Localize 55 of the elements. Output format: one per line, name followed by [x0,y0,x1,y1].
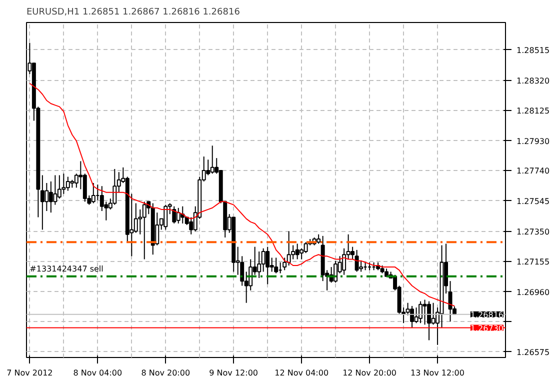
candlestick [172,206,176,224]
chart-title: EURUSD,H1 1.26851 1.26867 1.26816 1.26816 [26,8,240,18]
candlestick [410,305,414,328]
x-tick-label: 13 Nov 12:00 [410,368,464,378]
y-tick-label: 1.27545 [516,196,550,206]
y-tick-label: 1.27740 [516,166,550,176]
candlestick [261,248,266,272]
y-tick-label: 1.28125 [516,106,550,116]
candlestick [62,173,66,194]
candlestick [164,204,168,230]
y-tick-label: 1.27930 [516,136,550,146]
candlestick [91,182,96,204]
candlestick [418,300,423,324]
candlestick [57,174,62,200]
candlestick [112,168,117,206]
candlestick [431,302,436,326]
candlestick [350,246,355,260]
y-tick-label: 1.27155 [516,258,550,267]
candlestick [66,176,70,192]
x-tick-label: 8 Nov 20:00 [141,368,190,378]
candlestick [427,300,432,341]
candlestick [422,299,427,326]
x-tick-label: 12 Nov 20:00 [342,368,397,378]
candlestick [266,246,270,285]
ref-line-label: 1.26816 [470,310,504,320]
y-tick-label: 1.28515 [516,46,550,55]
candlestick [176,207,180,224]
candlestick [354,249,359,272]
candlestick [134,202,138,234]
candlestick [316,234,321,244]
candlestick [274,257,278,274]
ref-line-label: 1.26730 [470,324,504,333]
candlestick [334,260,338,284]
candlestick [295,243,300,260]
candlestick [448,280,452,322]
y-tick-label: 1.28320 [516,76,550,86]
y-tick-label: 1.27350 [516,227,550,236]
candlestick [44,182,49,212]
y-tick-label: 1.26960 [516,288,550,297]
candlestick [286,230,291,266]
x-tick-label: 12 Nov 04:00 [274,368,329,378]
candlestick [53,174,58,206]
candlestick [40,174,44,230]
y-tick-label: 1.26575 [516,348,550,357]
ref-line-label: #1331424347 sell [30,264,104,274]
candlestick [210,145,214,174]
x-tick-label: 8 Nov 04:00 [73,368,122,378]
candlestick [142,201,146,260]
candlestick [82,173,87,202]
x-tick-label: 9 Nov 12:00 [209,368,258,378]
candlestick [342,248,346,276]
candlestick [304,242,308,254]
candlestick [282,257,287,271]
candlestick [257,250,262,278]
x-tick-label: 7 Nov 2012 [6,368,53,378]
